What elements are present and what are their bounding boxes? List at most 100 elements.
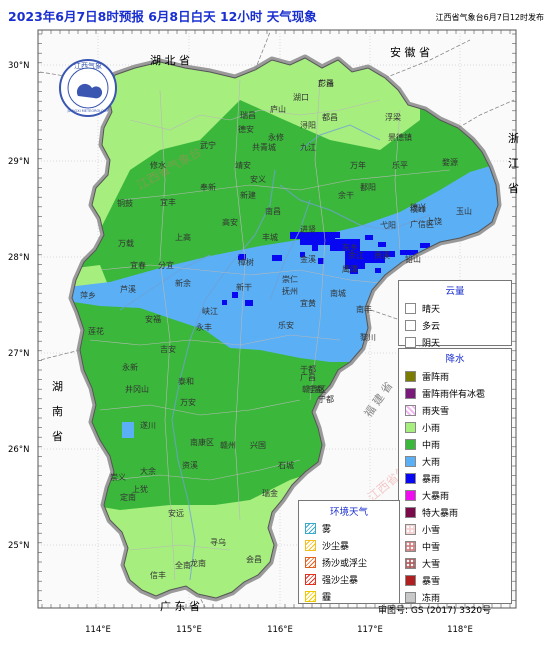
city-label: 宁都 (318, 394, 334, 404)
city-label: 高安 (222, 217, 238, 227)
city-label: 分宜 (158, 260, 174, 270)
legend-label: 小雨 (422, 424, 441, 434)
city-label: 永修 (268, 132, 284, 142)
logo-subtext: JIANGXI METEOROLOGY (66, 109, 109, 113)
city-label: 崇仁 (282, 274, 298, 284)
label-zhejiang-3: 省 (508, 182, 519, 195)
env-legend-item: 强沙尘暴 (299, 571, 399, 588)
city-label: 铜鼓 (117, 198, 133, 208)
cloud-legend: 云量 晴天 多云 阴天 (398, 280, 512, 349)
legend-label: 暴雪 (422, 577, 441, 587)
city-label: 于都 (300, 365, 316, 374)
city-label: 德兴 (410, 202, 426, 212)
city-label: 崇义 (110, 473, 126, 482)
legend-swatch (305, 540, 316, 551)
precip-legend-item: 中雨 (399, 436, 511, 453)
city-label: 龙南 (190, 558, 206, 568)
cloud-item-cloudy: 多云 (399, 317, 511, 334)
city-label: 奉新 (200, 182, 216, 192)
city-label: 芦溪 (120, 284, 136, 294)
city-label: 赣州 (220, 440, 236, 450)
city-label: 会昌 (246, 554, 262, 564)
lat-29: 29°N (8, 157, 29, 167)
city-label: 宜春 (130, 260, 146, 270)
legend-swatch (405, 422, 416, 433)
env-legend: 环境天气 雾沙尘暴 扬沙或浮尘 强沙尘暴霾 (298, 500, 400, 604)
legend-swatch (405, 558, 416, 569)
city-label: 广昌 (300, 372, 316, 382)
legend-label: 暴雨 (422, 475, 441, 485)
legend-label: 霾 (322, 593, 332, 603)
city-label: 上饶 (426, 216, 442, 226)
legend-label: 大雪 (422, 560, 441, 570)
legend-swatch (405, 405, 416, 416)
city-label: 靖安 (235, 160, 251, 170)
env-legend-title: 环境天气 (329, 507, 368, 518)
label-guangdong: 广 东 省 (160, 600, 200, 613)
legend-swatch (305, 591, 316, 602)
city-label: 婺源 (442, 157, 458, 167)
city-label: 安福 (145, 314, 161, 324)
city-label: 横峰 (410, 204, 426, 214)
precip-legend-item: 冻雨 (399, 589, 511, 606)
city-label: 南康区 (190, 437, 214, 447)
city-label: 万载 (118, 238, 134, 248)
cloud-item-sunny: 晴天 (399, 300, 511, 317)
lon-115: 115°E (176, 625, 202, 635)
city-label: 东乡 (342, 242, 358, 252)
city-label: 安义 (250, 174, 266, 184)
review-number: 审图号: GS (2017) 3320号 (378, 606, 492, 616)
county-boundaries (89, 79, 451, 581)
lon-118: 118°E (447, 625, 473, 635)
legend-label: 特大暴雨 (422, 509, 459, 519)
legend-swatch (405, 541, 416, 552)
city-label: 瑞金 (262, 488, 278, 498)
legend-label: 大暴雨 (422, 492, 450, 502)
legend-swatch (405, 575, 416, 586)
heavy-rain-patch (122, 422, 134, 438)
city-label: 共青城 (252, 142, 276, 152)
precip-legend-item: 暴雪 (399, 572, 511, 589)
city-label: 宜黄 (300, 298, 316, 308)
province-outline (71, 57, 499, 599)
city-label: 资溪 (182, 460, 198, 470)
city-label: 乐安 (278, 320, 294, 330)
city-label: 余江 (348, 250, 364, 260)
legend-swatch (305, 557, 316, 568)
city-label: 广昌 (318, 78, 334, 88)
legend-label: 冻雨 (422, 594, 441, 604)
city-label: 遂川 (140, 420, 156, 430)
city-label: 黎川 (360, 332, 376, 342)
city-label: 铅山 (405, 254, 421, 264)
legend-label: 中雪 (422, 543, 441, 553)
precip-legend-item: 小雪 (399, 521, 511, 538)
city-label: 吉安 (160, 344, 176, 354)
legend-swatch (405, 473, 416, 484)
legend-swatch (405, 592, 416, 603)
city-label: 永新 (122, 362, 138, 372)
city-label: 新余 (175, 278, 191, 288)
legend-label: 沙尘暴 (322, 542, 350, 552)
city-label: 井冈山 (125, 384, 149, 394)
city-label: 赣县区 (302, 384, 326, 394)
legend-swatch (405, 439, 416, 450)
city-label: 武宁 (200, 140, 216, 150)
logo: 江西气象 JIANGXI METEOROLOGY (59, 59, 117, 117)
light-rain-north (72, 58, 420, 240)
env-legend-item: 沙尘暴 (299, 537, 399, 554)
city-label: 大余 (140, 466, 156, 476)
env-legend-item: 霾 (299, 588, 399, 605)
map-title: 2023年6月7日8时预报 6月8日白天 12小时 天气现象 (8, 9, 317, 24)
city-label: 玉山 (456, 206, 472, 216)
cloud-legend-title: 云量 (445, 286, 465, 297)
city-label: 石城 (278, 461, 294, 470)
lat-26: 26°N (8, 445, 29, 455)
city-label: 莲花 (88, 326, 104, 336)
city-label: 宁都 (308, 384, 324, 394)
cloud-item-overcast: 阴天 (399, 334, 511, 351)
city-label: 万安 (180, 397, 196, 407)
rivers (119, 124, 431, 581)
label-hunan-1: 湖 (52, 380, 63, 393)
legend-label: 大雨 (422, 458, 441, 468)
